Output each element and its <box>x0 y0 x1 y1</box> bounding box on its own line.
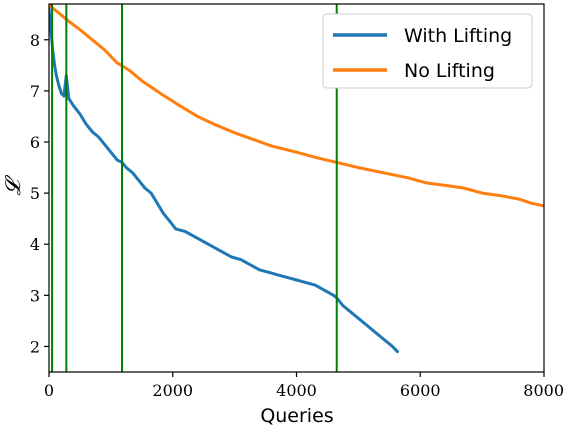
data-point-s0-37 <box>267 271 271 274</box>
data-point-s0-28 <box>183 230 187 233</box>
legend: With Lifting No Lifting <box>322 13 533 89</box>
data-point-s0-35 <box>248 263 252 267</box>
data-point-s0-5 <box>57 84 61 88</box>
data-point-s0-30 <box>202 240 205 243</box>
data-point-s0-26 <box>168 219 171 223</box>
data-point-s0-25 <box>162 212 165 215</box>
data-point-s0-21 <box>137 179 140 182</box>
x-axis-label: Queries <box>260 405 333 427</box>
data-point-s0-3 <box>53 64 56 67</box>
data-point-s0-16 <box>109 150 113 154</box>
data-point-s0-55 <box>396 350 399 353</box>
data-point-s1-6 <box>103 48 106 52</box>
plot-area <box>49 4 544 372</box>
data-point-s1-21 <box>381 171 385 174</box>
data-point-s0-19 <box>125 166 128 169</box>
data-point-s0-39 <box>285 276 289 279</box>
x-tick-label-0: 0 <box>44 381 54 400</box>
data-point-s1-25 <box>462 186 465 190</box>
y-tick-label-2: 4 <box>30 235 40 254</box>
data-point-s1-8 <box>128 69 131 72</box>
axes: 0 2000 4000 6000 8000 2 3 4 5 6 7 8 <box>30 3 564 400</box>
y-tick-label-0: 2 <box>30 337 40 356</box>
data-point-s1-14 <box>233 131 236 135</box>
y-tick-label-3: 5 <box>30 184 40 203</box>
data-point-s0-6 <box>60 92 63 95</box>
data-point-s0-10 <box>72 104 76 108</box>
data-point-s1-1 <box>53 8 57 12</box>
y-tick-label-6: 8 <box>30 31 40 50</box>
data-point-s0-48 <box>354 314 357 318</box>
data-point-s0-17 <box>115 158 119 162</box>
data-point-s1-29 <box>530 202 533 205</box>
data-point-s1-20 <box>357 166 360 169</box>
data-point-s0-15 <box>103 143 106 146</box>
data-point-s1-26 <box>480 191 484 195</box>
data-point-s1-28 <box>518 197 521 201</box>
data-point-s1-13 <box>214 123 218 127</box>
data-point-s0-31 <box>211 245 215 249</box>
data-point-s1-23 <box>425 181 428 185</box>
data-point-s0-46 <box>341 304 345 307</box>
data-point-s0-9 <box>67 97 71 100</box>
data-point-s0-50 <box>366 324 370 328</box>
data-point-s0-52 <box>378 334 382 338</box>
data-point-s0-14 <box>97 135 100 139</box>
data-point-s1-2 <box>60 13 63 17</box>
data-point-s1-9 <box>140 79 144 82</box>
x-tick-label-4: 8000 <box>523 381 564 400</box>
x-tick-label-1: 2000 <box>152 381 193 400</box>
data-point-s0-49 <box>360 319 363 323</box>
data-point-s1-10 <box>159 92 162 95</box>
data-point-s1-16 <box>270 144 274 148</box>
data-point-s1-17 <box>295 150 298 154</box>
legend-label-no-lifting: No Lifting <box>404 60 495 82</box>
data-point-s0-7 <box>62 94 66 98</box>
data-point-s0-40 <box>295 278 298 282</box>
data-point-s0-44 <box>332 294 335 297</box>
data-point-s0-4 <box>55 74 58 77</box>
data-point-s1-5 <box>91 38 94 42</box>
data-point-s0-51 <box>372 329 376 333</box>
data-point-s0-34 <box>239 258 243 261</box>
data-point-s1-7 <box>115 61 119 65</box>
data-point-s0-54 <box>391 345 394 348</box>
data-point-s0-53 <box>384 340 388 343</box>
data-point-s1-22 <box>406 176 410 180</box>
data-point-s1-4 <box>78 28 82 31</box>
data-point-s0-23 <box>149 191 153 195</box>
data-point-s0-27 <box>174 227 178 231</box>
data-point-s1-24 <box>443 184 447 187</box>
y-tick-label-5: 7 <box>30 82 40 101</box>
legend-label-with-lifting: With Lifting <box>404 25 512 47</box>
data-point-s0-29 <box>193 235 196 238</box>
data-point-s0-33 <box>230 255 233 259</box>
y-axis-label: 𝓛 <box>1 175 25 196</box>
data-point-s1-15 <box>251 138 255 141</box>
y-tick-label-1: 3 <box>30 286 40 305</box>
data-point-s0-42 <box>313 283 317 287</box>
x-tick-label-3: 6000 <box>400 381 441 400</box>
plot-content <box>49 4 544 372</box>
data-point-s1-11 <box>177 103 181 107</box>
data-point-s1-12 <box>196 115 199 118</box>
data-point-s1-27 <box>499 194 503 197</box>
data-point-s1-18 <box>313 156 317 159</box>
data-point-s0-41 <box>304 281 308 284</box>
data-point-s0-22 <box>143 186 147 190</box>
data-point-s0-24 <box>156 202 159 205</box>
data-point-s0-47 <box>347 309 351 313</box>
data-point-s0-32 <box>221 250 224 254</box>
series-line-0 <box>49 7 399 354</box>
data-point-s0-36 <box>258 268 261 272</box>
y-tick-label-4: 6 <box>30 133 40 152</box>
data-point-s0-11 <box>78 112 82 116</box>
data-point-s0-13 <box>91 130 94 134</box>
data-point-s0-12 <box>84 122 88 126</box>
data-point-s0-20 <box>131 171 134 174</box>
x-tick-label-2: 4000 <box>276 381 317 400</box>
data-point-s0-38 <box>276 273 280 277</box>
data-point-s0-43 <box>323 288 326 292</box>
